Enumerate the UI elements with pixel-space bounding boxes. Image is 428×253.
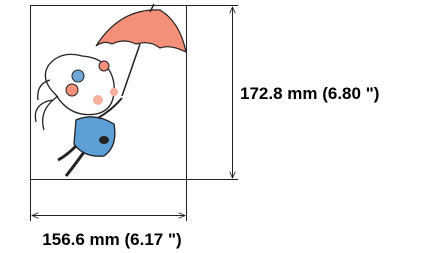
page: 172.8 mm (6.80 ") 156.6 mm (6.17 ") (() … [0,0,428,253]
width-label: 156.6 mm (6.17 ") [42,230,181,249]
height-label: 172.8 mm (6.80 ") [240,84,379,103]
preview-panel: 172.8 mm (6.80 ") 156.6 mm (6.17 ") [0,0,428,253]
